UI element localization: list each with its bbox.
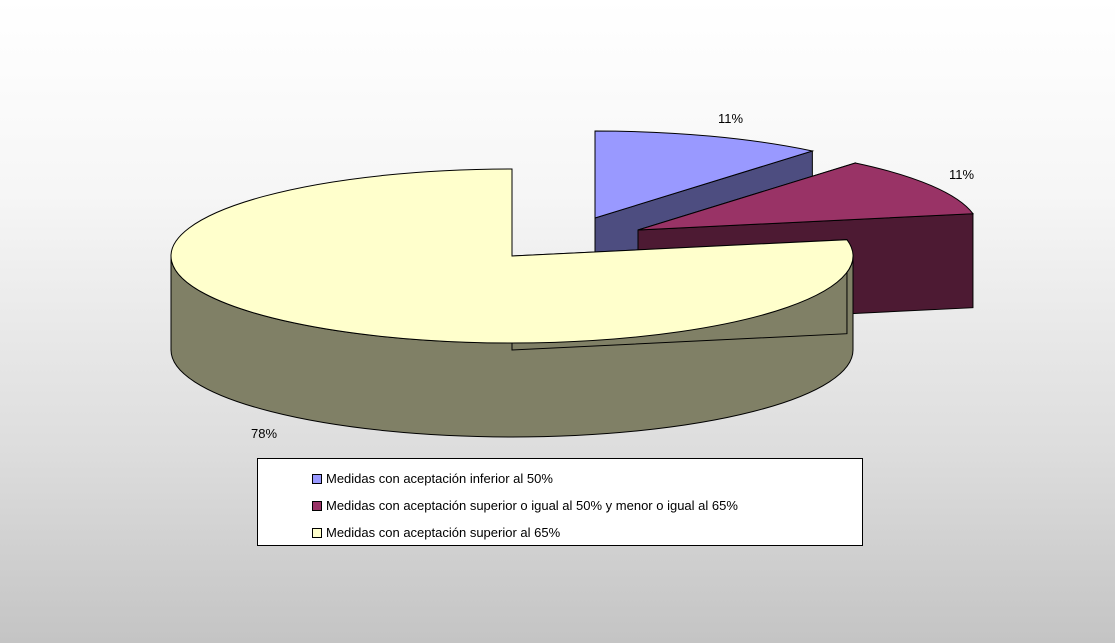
slice-top-3 <box>170 168 854 344</box>
slice-top-2 <box>637 162 974 231</box>
legend-label-slice-3: Medidas con aceptación superior al 65% <box>326 525 561 540</box>
legend-swatch-slice-1 <box>312 473 322 484</box>
legend-swatch-slice-3 <box>312 527 322 538</box>
data-label-slice-3: 78% <box>251 426 278 441</box>
chart-legend: Medidas con aceptación inferior al 50% M… <box>257 458 863 546</box>
data-label-slice-2: 11% <box>949 167 975 182</box>
legend-item: Medidas con aceptación inferior al 50% <box>312 465 862 492</box>
data-label-slice-1: 11% <box>718 111 744 126</box>
legend-label-slice-2: Medidas con aceptación superior o igual … <box>326 498 738 513</box>
slice-top-1 <box>594 130 815 219</box>
legend-item: Medidas con aceptación superior al 65% <box>312 519 862 546</box>
legend-item: Medidas con aceptación superior o igual … <box>312 492 862 519</box>
legend-label-slice-1: Medidas con aceptación inferior al 50% <box>326 471 553 486</box>
legend-swatch-slice-2 <box>312 500 322 511</box>
